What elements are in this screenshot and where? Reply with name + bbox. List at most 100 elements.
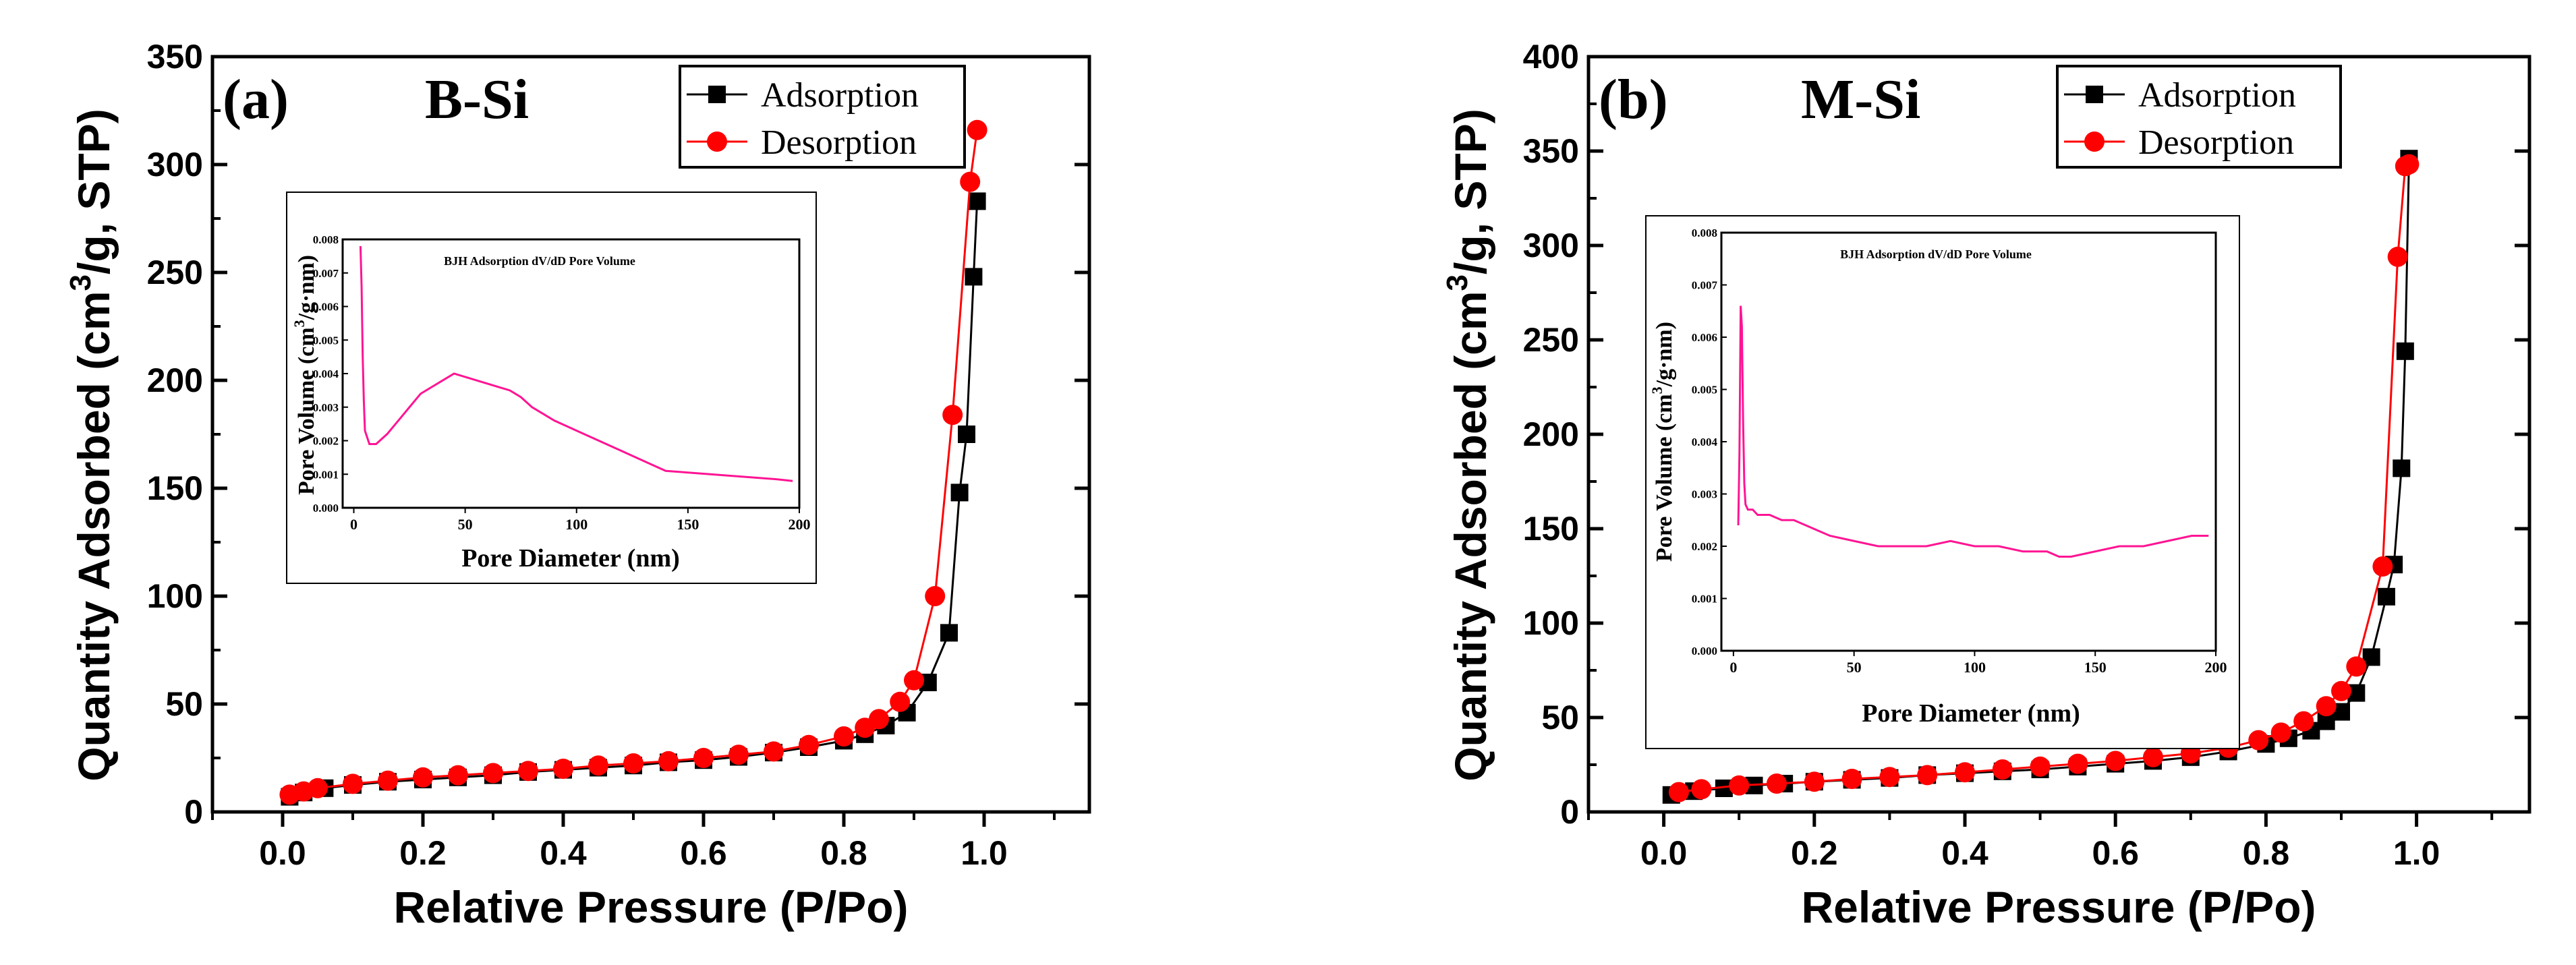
legend-box bbox=[2056, 65, 2342, 169]
desorption-point bbox=[728, 744, 749, 765]
legend: Adsorption Desorption bbox=[679, 65, 966, 169]
desorption-point bbox=[2395, 156, 2415, 177]
desorption-point bbox=[2105, 751, 2126, 771]
desorption-point bbox=[623, 753, 643, 773]
desorption-point bbox=[1804, 771, 1825, 792]
x-tick-label: 0.6 bbox=[680, 834, 727, 872]
sample-label: B-Si bbox=[425, 68, 529, 131]
x-tick-label: 0.4 bbox=[1941, 834, 1988, 872]
y-tick-label: 250 bbox=[1523, 321, 1579, 359]
desorption-point bbox=[967, 119, 988, 140]
desorption-point bbox=[960, 171, 981, 192]
legend-marker-desorption bbox=[2084, 131, 2105, 152]
inset-title: BJH Adsorption dV/dD Pore Volume bbox=[444, 254, 635, 268]
inset-y-axis-title: Pore Volume (cm3/g·nm) bbox=[1649, 322, 1677, 562]
desorption-point bbox=[1729, 775, 1750, 796]
y-axis-title: Quantity Adsorbed (cm3/g, STP) bbox=[1441, 109, 1495, 781]
desorption-point bbox=[1992, 759, 2013, 780]
inset-x-axis-ticks: 0 50 100 150 200 bbox=[350, 508, 811, 533]
desorption-point bbox=[2270, 722, 2291, 743]
x-axis-title: Relative Pressure (P/Po) bbox=[1802, 882, 2316, 932]
y-tick-label: 350 bbox=[147, 38, 203, 76]
panel-b: 0 50 100 150 200 250 300 350 400 0.0 0.2 0.4 0.6 0.8… bbox=[1441, 38, 2531, 932]
inset-y-tick-label: 0.006 bbox=[1692, 331, 1717, 344]
x-tick-label: 1.0 bbox=[2393, 834, 2440, 872]
inset-y-tick-label: 0.001 bbox=[313, 468, 339, 481]
legend: Adsorption Desorption bbox=[2056, 65, 2342, 169]
desorption-point bbox=[2293, 711, 2314, 732]
x-tick-label: 0.0 bbox=[259, 834, 306, 872]
x-axis-title: Relative Pressure (P/Po) bbox=[394, 882, 909, 932]
y-tick-label: 400 bbox=[1523, 38, 1579, 76]
legend-marker-desorption bbox=[707, 131, 727, 152]
inset-pore-volume-series bbox=[1737, 305, 2209, 558]
desorption-point bbox=[764, 741, 784, 762]
inset-title: BJH Adsorption dV/dD Pore Volume bbox=[1840, 247, 2032, 261]
inset-y-tick-label: 0.008 bbox=[1692, 227, 1717, 239]
desorption-series bbox=[279, 119, 988, 805]
adsorption-point bbox=[950, 484, 969, 502]
inset-y-tick-label: 0.002 bbox=[313, 435, 339, 448]
inset-frame bbox=[286, 192, 817, 584]
x-axis-ticks: 0.0 0.2 0.4 0.6 0.8 1.0 bbox=[211, 812, 1056, 872]
desorption-point bbox=[483, 763, 503, 784]
desorption-point bbox=[343, 773, 363, 794]
inset-y-tick-label: 0.008 bbox=[313, 233, 339, 246]
desorption-point bbox=[925, 586, 946, 606]
desorption-point bbox=[942, 405, 963, 426]
x-tick-label: 0.6 bbox=[2092, 834, 2139, 872]
x-tick-label: 0.4 bbox=[540, 834, 587, 872]
x-tick-label: 0.2 bbox=[399, 834, 447, 872]
inset-x-axis-ticks: 0 50 100 150 200 bbox=[1729, 651, 2227, 676]
inset-y-axis-ticks: 0.000 0.001 0.002 0.003 0.004 0.005 0.006 0.007… bbox=[1692, 227, 1727, 657]
desorption-point bbox=[2316, 696, 2337, 717]
legend-label-adsorption: Adsorption bbox=[2138, 76, 2296, 115]
adsorption-point bbox=[2377, 587, 2395, 606]
legend-label-desorption: Desorption bbox=[761, 123, 917, 162]
y-axis-ticks: 0 50 100 150 200 250 300 350 bbox=[147, 38, 1089, 831]
inset-y-tick-label: 0.004 bbox=[313, 368, 339, 380]
y-tick-label: 100 bbox=[1523, 604, 1579, 642]
x-tick-label: 0.8 bbox=[820, 834, 867, 872]
desorption-point bbox=[2030, 756, 2051, 777]
desorption-point bbox=[2248, 730, 2269, 751]
desorption-point bbox=[413, 767, 433, 788]
legend-label-desorption: Desorption bbox=[2138, 123, 2294, 162]
desorption-point bbox=[279, 784, 300, 805]
desorption-point bbox=[2372, 556, 2393, 577]
desorption-point bbox=[2331, 680, 2351, 701]
y-tick-label: 200 bbox=[147, 361, 203, 399]
legend-marker-adsorption bbox=[708, 86, 726, 103]
x-tick-label: 1.0 bbox=[961, 834, 1008, 872]
y-tick-label: 300 bbox=[1523, 227, 1579, 264]
inset-x-tick-label: 200 bbox=[2205, 659, 2227, 676]
inset-x-tick-label: 50 bbox=[458, 516, 473, 533]
desorption-point bbox=[378, 770, 398, 791]
y-tick-label: 200 bbox=[1523, 415, 1579, 453]
panel-a: 0 50 100 150 200 250 300 350 0.0 0.2 0.4 0.6 0.8 1.0… bbox=[64, 38, 1091, 932]
y-tick-label: 50 bbox=[165, 685, 203, 723]
y-axis-ticks: 0 50 100 150 200 250 300 350 400 bbox=[1523, 38, 2529, 831]
inset-x-tick-label: 150 bbox=[2084, 659, 2107, 676]
legend-label-adsorption: Adsorption bbox=[761, 76, 919, 115]
desorption-point bbox=[834, 726, 854, 747]
inset-y-axis-title: Pore Volume (cm3/g·nm) bbox=[291, 255, 319, 495]
y-tick-label: 300 bbox=[147, 146, 203, 183]
desorption-point bbox=[658, 751, 679, 771]
inset-y-tick-label: 0.003 bbox=[313, 401, 339, 414]
inset-y-tick-label: 0.002 bbox=[1692, 540, 1717, 553]
y-axis-title: Quantity Adsorbed (cm3/g, STP) bbox=[64, 109, 119, 781]
desorption-point bbox=[588, 755, 608, 776]
inset-x-tick-label: 0 bbox=[1729, 659, 1737, 676]
inset-y-tick-label: 0.005 bbox=[1692, 384, 1717, 397]
inset-pore-volume-line bbox=[1737, 305, 2209, 558]
inset-y-tick-label: 0.000 bbox=[313, 502, 339, 515]
y-tick-label: 0 bbox=[184, 793, 203, 831]
desorption-point bbox=[1668, 782, 1689, 802]
x-tick-label: 0.0 bbox=[1640, 834, 1688, 872]
adsorption-point bbox=[2393, 459, 2411, 477]
desorption-point bbox=[1917, 765, 1938, 786]
desorption-point bbox=[1955, 762, 1975, 783]
desorption-point bbox=[2067, 753, 2088, 774]
